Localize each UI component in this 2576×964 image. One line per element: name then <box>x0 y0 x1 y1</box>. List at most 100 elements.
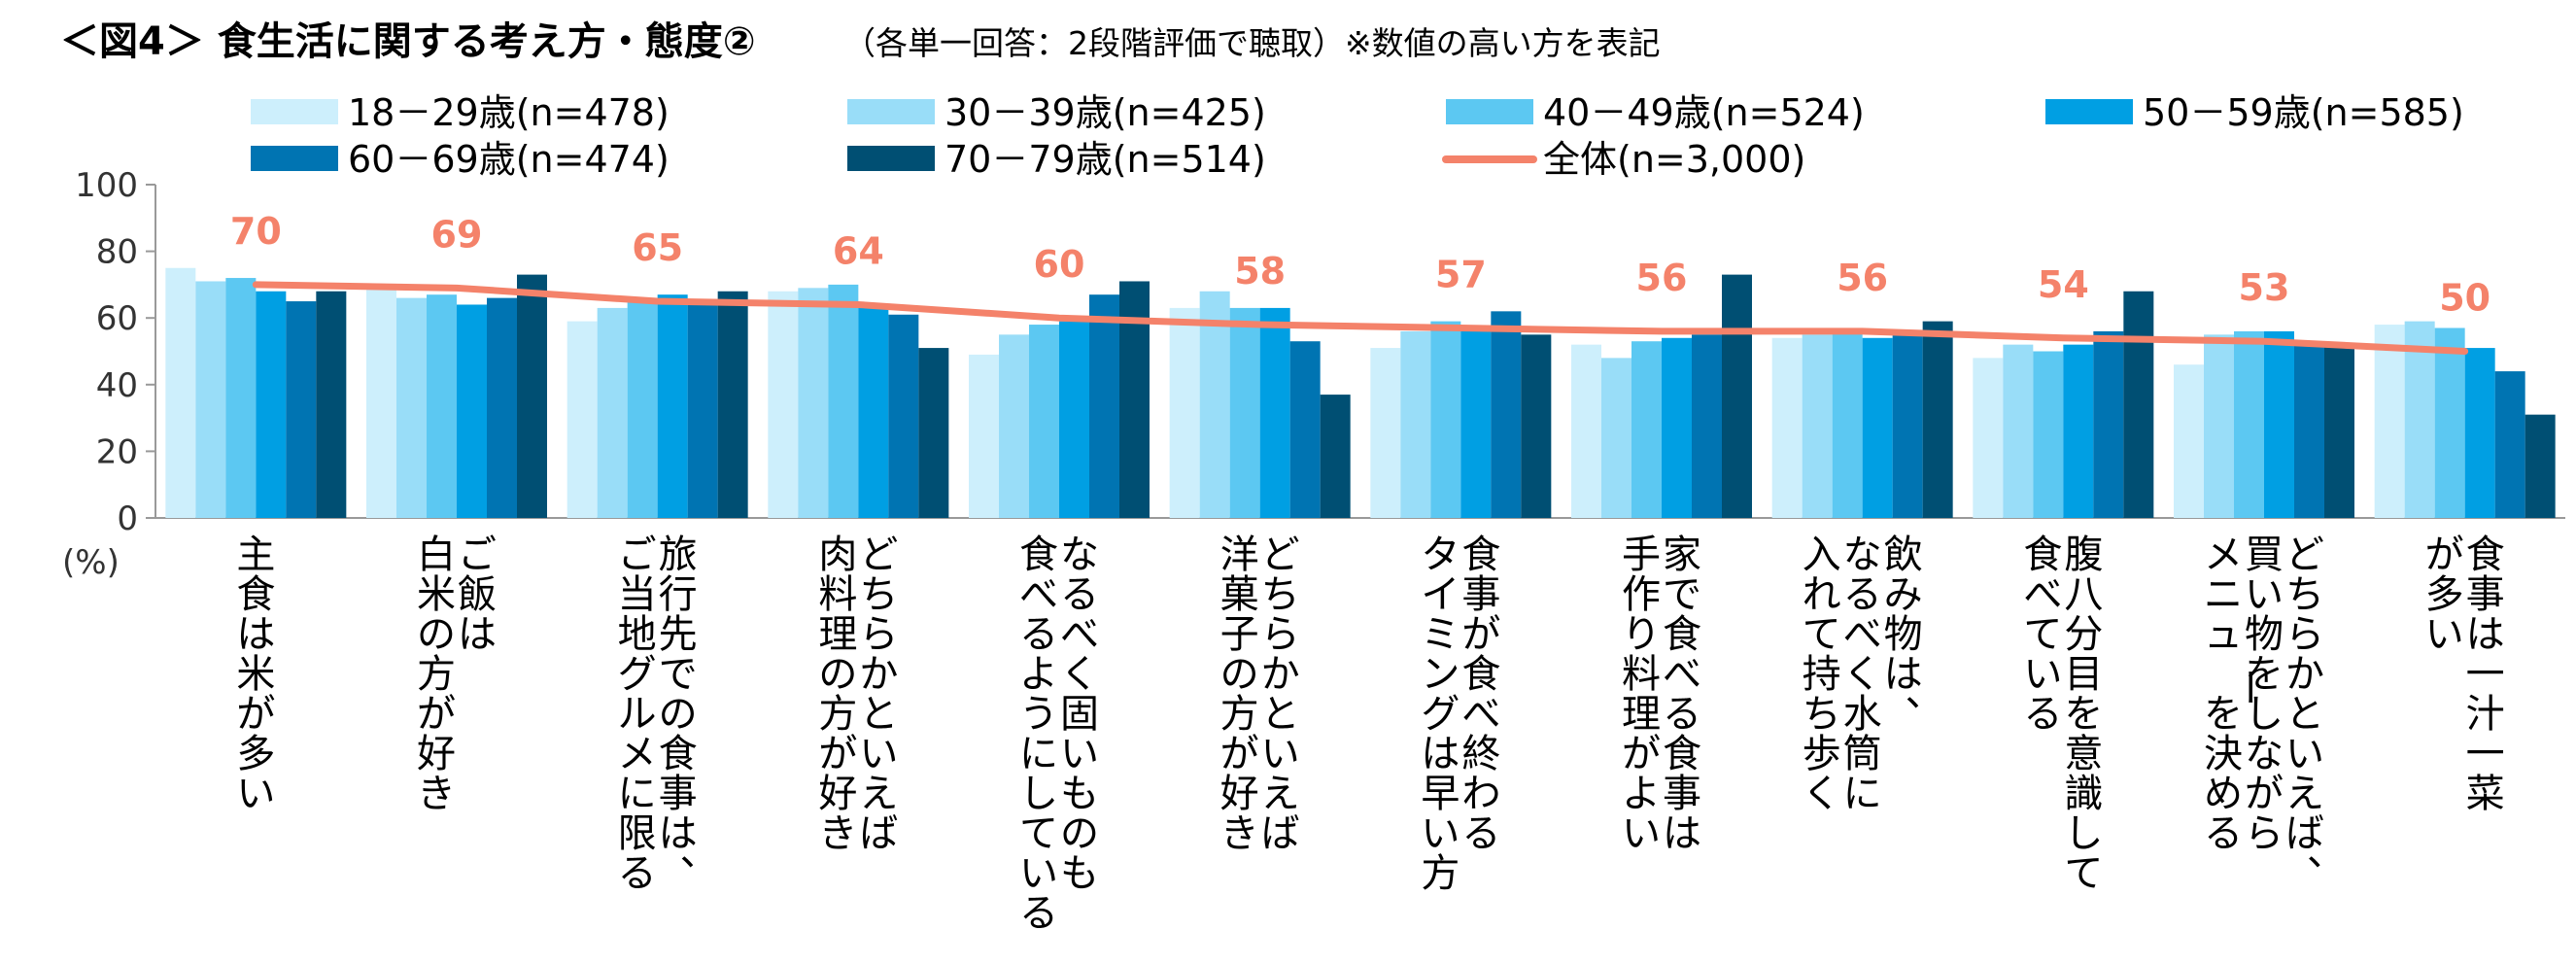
bar <box>427 294 457 518</box>
category-char: よ <box>1019 652 1058 697</box>
category-char: 食 <box>236 572 275 617</box>
category-char: き <box>1220 811 1259 856</box>
category-char: い <box>2285 732 2324 776</box>
legend-swatch <box>251 99 338 124</box>
category-char: る <box>1060 572 1099 617</box>
category-char: が <box>1220 732 1259 776</box>
category-char: 旅 <box>659 533 698 577</box>
category-char: 、 <box>2307 830 2346 875</box>
category-char: ニ <box>2204 572 2243 617</box>
category-char: い <box>1421 811 1460 856</box>
bar <box>1089 294 1119 518</box>
bar <box>1059 321 1089 518</box>
bar <box>2174 364 2204 518</box>
category-char: し <box>1019 772 1058 816</box>
category-char: な <box>2245 732 2284 776</box>
category-char: る <box>2023 692 2062 737</box>
category-char: 意 <box>2064 732 2103 776</box>
category-char: え <box>859 772 898 816</box>
bar <box>2494 371 2525 518</box>
category-char: い <box>1019 851 1058 896</box>
category-char: の <box>659 692 698 737</box>
category-char: も <box>1060 772 1099 816</box>
category-char: 食 <box>1663 612 1701 657</box>
total-line: 70 69 65 64 60 58 57 56 56 54 53 50 <box>230 210 2490 355</box>
total-data-label: 54 <box>2038 263 2089 306</box>
bar <box>256 291 287 518</box>
category-char: ど <box>1261 533 1300 577</box>
category-char: 洋 <box>1220 533 1259 577</box>
category-char: 菓 <box>1220 572 1259 617</box>
bar <box>1892 334 1923 518</box>
category-char: き <box>818 811 857 856</box>
category-char: ば <box>1261 811 1300 856</box>
category-char: と <box>2285 692 2324 737</box>
category-char: 事 <box>1663 772 1701 816</box>
category-char: 目 <box>2064 652 2103 697</box>
category-char: い <box>236 772 275 816</box>
category-char: を <box>2245 652 2284 697</box>
bar <box>768 291 799 518</box>
category-char: る <box>1019 612 1058 657</box>
legend-swatch <box>251 146 338 171</box>
total-series-line <box>252 281 2469 355</box>
category-char: き <box>417 772 456 816</box>
category-char: 飯 <box>458 572 497 617</box>
legend-label: 18－29歳(n=478) <box>348 91 670 134</box>
category-char: 腹 <box>2064 533 2103 577</box>
bar <box>717 291 748 518</box>
category-char: イ <box>1421 572 1460 617</box>
bar <box>2374 325 2405 518</box>
bar <box>225 278 257 518</box>
category-char: 八 <box>2064 572 2103 617</box>
category-char: べ <box>1060 612 1099 657</box>
category-char: ル <box>618 692 657 737</box>
bar <box>2294 341 2324 518</box>
category-char: 物 <box>2245 612 2284 657</box>
bar <box>2063 344 2094 518</box>
category-char: グ <box>1421 692 1460 737</box>
category-char: が <box>818 732 857 776</box>
category-char: に <box>1019 732 1058 776</box>
category-char: 食 <box>2466 533 2505 577</box>
category-char: み <box>1884 572 1923 617</box>
category-char: は <box>236 612 275 657</box>
category-char: い <box>859 732 898 776</box>
category-char: べ <box>1843 612 1882 657</box>
category-char: う <box>1019 692 1058 737</box>
category-char: グ <box>618 652 657 697</box>
bar <box>2093 330 2124 518</box>
category-char: に <box>618 772 657 816</box>
category-char: を <box>2064 692 2103 737</box>
category-char: 理 <box>1622 692 1661 737</box>
category-char: ち <box>1261 572 1300 617</box>
category-char: る <box>618 851 657 896</box>
bar <box>366 288 396 518</box>
bar <box>657 294 688 518</box>
category-char: 固 <box>1060 692 1099 737</box>
category-char: を <box>2204 692 2243 737</box>
y-tick-label: 0 <box>117 499 138 538</box>
y-tick-label: 80 <box>96 233 138 272</box>
bar <box>888 314 919 518</box>
category-char: 方 <box>1220 692 1259 737</box>
bar <box>1029 325 1059 518</box>
y-tick-label: 40 <box>96 366 138 405</box>
category-char: 子 <box>1220 612 1259 657</box>
category-char: 早 <box>1421 772 1460 816</box>
category-char: し <box>2064 811 2103 856</box>
legend-swatch <box>1446 99 1533 124</box>
bar <box>2234 330 2264 518</box>
category-char: 一 <box>2466 732 2505 776</box>
category-char: 一 <box>2466 652 2505 697</box>
category-char: 理 <box>818 612 857 657</box>
bar <box>1802 334 1833 518</box>
legend-label: 70－79歳(n=514) <box>945 138 1266 181</box>
category-char: の <box>1060 811 1099 856</box>
category-char: 多 <box>236 732 275 776</box>
category-char: 好 <box>1220 772 1259 816</box>
bars <box>165 267 2556 518</box>
